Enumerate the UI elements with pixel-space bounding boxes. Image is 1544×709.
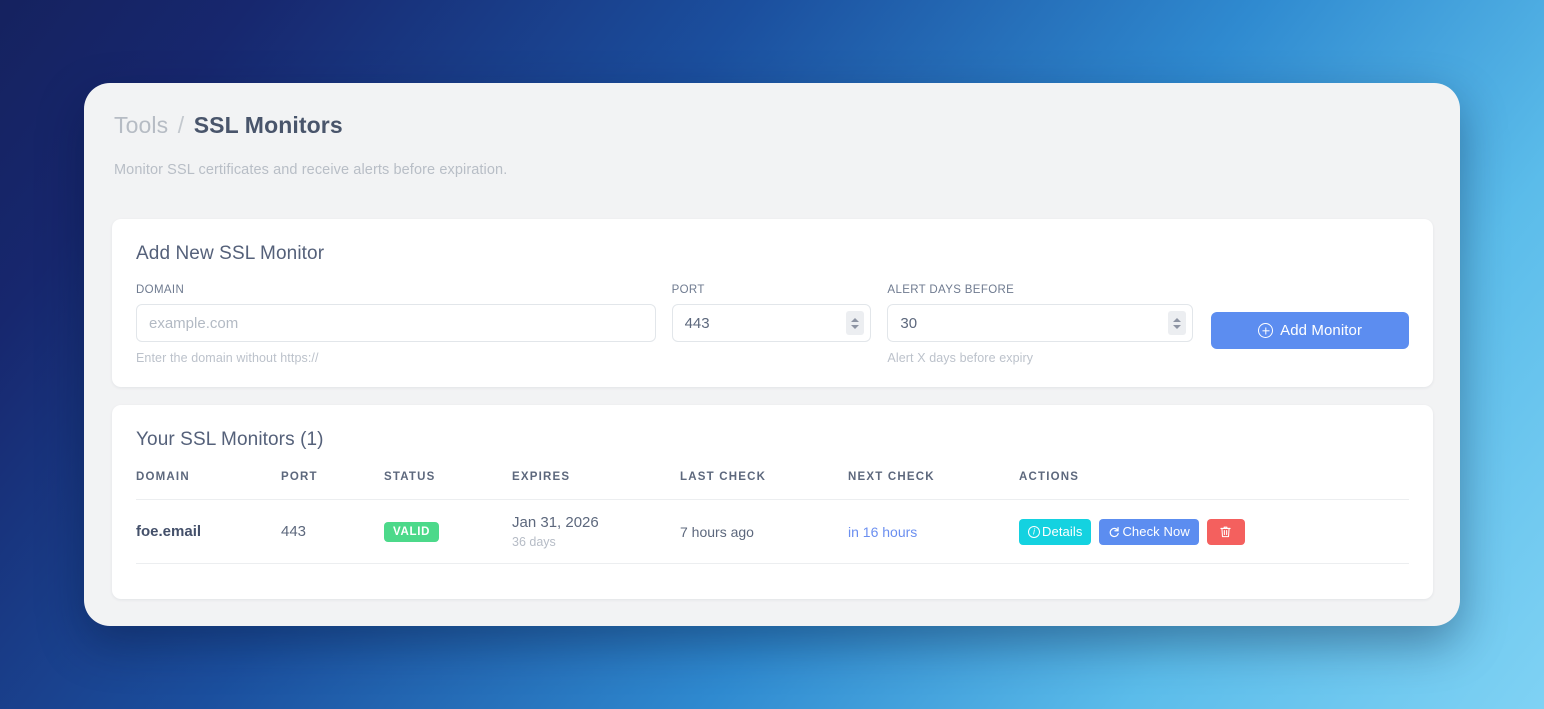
column-header-domain: DOMAIN — [136, 471, 190, 483]
monitors-table: DOMAIN PORT STATUS EXPIRES LAST CHECK NE… — [136, 471, 1409, 564]
trash-icon — [1219, 525, 1232, 539]
alert-days-label: ALERT DAYS BEFORE — [887, 284, 1015, 296]
table-row: foe.email 443 VALID Jan 31, 2026 36 days… — [136, 499, 1409, 564]
domain-field-group: DOMAIN Enter the domain without https:// — [136, 284, 656, 365]
chevron-up-icon[interactable] — [851, 317, 860, 322]
cell-port: 443 — [281, 499, 384, 564]
domain-label: DOMAIN — [136, 284, 185, 296]
cell-last-check: 7 hours ago — [680, 499, 848, 564]
column-header-expires: EXPIRES — [512, 471, 571, 483]
expires-days-remaining: 36 days — [512, 535, 556, 549]
domain-input[interactable] — [136, 304, 656, 342]
refresh-icon — [1108, 526, 1120, 538]
alert-days-input[interactable] — [887, 304, 1194, 342]
cell-status: VALID — [384, 499, 512, 564]
breadcrumb-separator: / — [177, 112, 185, 138]
row-actions: Details Check Now — [1019, 518, 1409, 545]
add-monitor-button[interactable]: Add Monitor — [1211, 312, 1410, 349]
port-label: PORT — [671, 284, 705, 296]
details-button-label: Details — [1042, 524, 1083, 539]
table-header-row: DOMAIN PORT STATUS EXPIRES LAST CHECK NE… — [136, 471, 1409, 500]
breadcrumb: Tools / SSL Monitors — [114, 110, 1430, 140]
cell-actions: Details Check Now — [1019, 499, 1409, 564]
add-monitor-title: Add New SSL Monitor — [136, 243, 325, 264]
check-now-button[interactable]: Check Now — [1099, 518, 1199, 545]
monitors-list-title: Your SSL Monitors (1) — [136, 429, 324, 450]
page-title: SSL Monitors — [193, 112, 343, 138]
chevron-down-icon[interactable] — [1173, 324, 1182, 329]
cell-domain: foe.email — [136, 499, 281, 564]
info-circle-icon — [1028, 525, 1040, 538]
plus-circle-icon — [1258, 323, 1274, 338]
chevron-down-icon[interactable] — [851, 324, 860, 329]
column-header-port: PORT — [281, 471, 318, 483]
alert-days-hint: Alert X days before expiry — [887, 351, 1034, 365]
alert-days-field-group: ALERT DAYS BEFORE Alert X days before ex… — [887, 284, 1194, 365]
page-subtitle: Monitor SSL certificates and receive ale… — [114, 162, 508, 178]
app-shell: Tools / SSL Monitors Monitor SSL certifi… — [84, 83, 1460, 626]
port-input[interactable] — [671, 304, 872, 342]
status-badge: VALID — [384, 521, 440, 542]
column-header-last-check: LAST CHECK — [680, 471, 767, 483]
column-header-next-check: NEXT CHECK — [848, 471, 935, 483]
alert-days-stepper[interactable] — [1168, 311, 1187, 335]
delete-button[interactable] — [1206, 518, 1245, 545]
add-monitor-card: Add New SSL Monitor DOMAIN Enter the dom… — [112, 219, 1433, 387]
domain-hint: Enter the domain without https:// — [136, 351, 319, 365]
add-monitor-button-label: Add Monitor — [1280, 322, 1363, 339]
cell-expires: Jan 31, 2026 36 days — [512, 499, 680, 564]
cell-next-check: in 16 hours — [848, 499, 1019, 564]
monitors-list-card: Your SSL Monitors (1) DOMAIN PORT STATUS… — [112, 405, 1433, 599]
details-button[interactable]: Details — [1019, 518, 1092, 545]
port-stepper[interactable] — [846, 311, 865, 335]
check-now-button-label: Check Now — [1122, 524, 1190, 539]
column-header-status: STATUS — [384, 471, 436, 483]
page-header: Tools / SSL Monitors Monitor SSL certifi… — [84, 83, 1460, 178]
port-field-group: PORT — [671, 284, 872, 342]
add-monitor-form: DOMAIN Enter the domain without https://… — [136, 284, 1410, 365]
chevron-up-icon[interactable] — [1173, 317, 1182, 322]
breadcrumb-parent[interactable]: Tools — [114, 112, 169, 138]
column-header-actions: ACTIONS — [1019, 471, 1080, 483]
expires-date: Jan 31, 2026 — [512, 514, 599, 531]
